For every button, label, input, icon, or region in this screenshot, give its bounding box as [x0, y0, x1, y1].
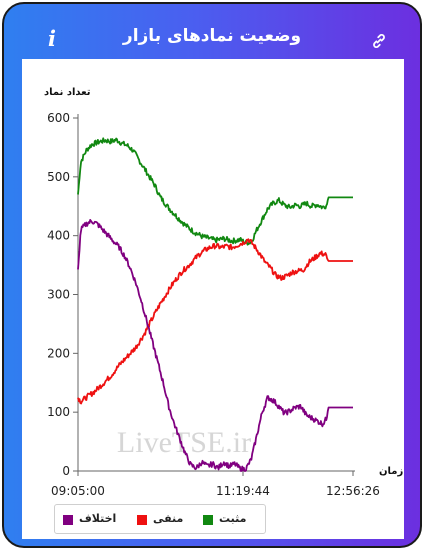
chart-card: [22, 59, 404, 539]
x-tick-label: 11:19:44: [216, 484, 270, 498]
watermark-text: LiveTSE.ir: [117, 426, 251, 459]
y-tick-label: 600: [47, 111, 70, 125]
chart-axes: 0 100 200 300 400 500 600 09:05:00 11:19:44 12:56…: [44, 87, 403, 498]
legend-swatch-positive: [203, 515, 213, 525]
x-axis-label: زمان: [379, 466, 403, 477]
x-tick-label: 09:05:00: [51, 484, 105, 498]
page-title: وضعیت نمادهای بازار: [122, 26, 302, 46]
y-tick-label: 0: [62, 464, 70, 478]
legend-swatch-difference: [63, 515, 73, 525]
y-tick-label: 300: [47, 288, 70, 302]
app-frame: i وضعیت نمادهای بازار 0 100 200 300 400 500 60…: [2, 2, 422, 548]
info-icon[interactable]: i: [48, 26, 56, 51]
legend-label-difference: اختلاف: [79, 512, 117, 525]
legend-label-negative: منفی: [153, 512, 184, 525]
x-tick-label: 12:56:26: [326, 484, 380, 498]
link-icon[interactable]: [370, 32, 388, 50]
y-tick-label: 400: [47, 229, 70, 243]
y-axis-label: تعداد نماد: [44, 87, 91, 98]
chart-legend: اختلاف منفی مثبت: [54, 504, 266, 534]
y-tick-label: 200: [47, 346, 70, 360]
y-tick-label: 500: [47, 170, 70, 184]
legend-item-positive[interactable]: مثبت: [203, 512, 253, 528]
legend-item-difference[interactable]: اختلاف: [63, 512, 123, 528]
market-status-chart: 0 100 200 300 400 500 600 09:05:00 11:19:44 12:56…: [44, 87, 403, 498]
legend-swatch-negative: [137, 515, 147, 525]
y-tick-label: 100: [47, 405, 70, 419]
series-line-positive: [77, 137, 354, 246]
legend-label-positive: مثبت: [219, 512, 247, 525]
title-bar: i وضعیت نمادهای بازار: [4, 4, 420, 60]
series-layer: [77, 137, 354, 472]
series-line-difference: [77, 219, 354, 472]
series-line-negative: [77, 238, 354, 405]
legend-item-negative[interactable]: منفی: [137, 512, 187, 528]
